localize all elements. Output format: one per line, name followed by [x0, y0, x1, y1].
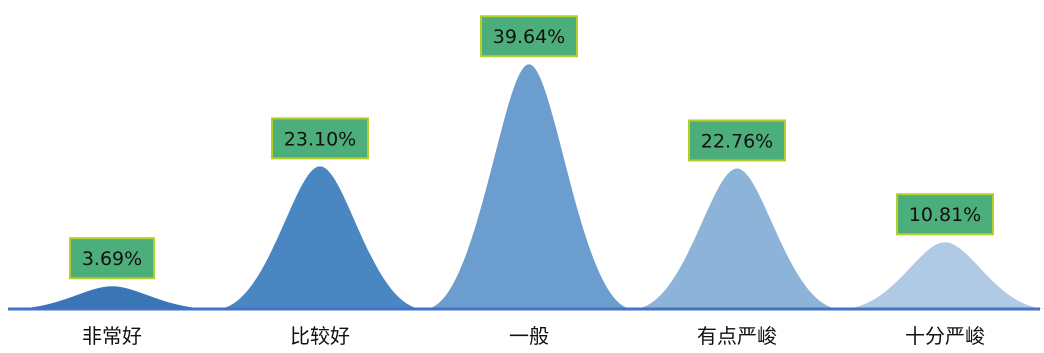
data-label-text: 10.81%: [909, 204, 981, 226]
data-label-5: 10.81%: [896, 193, 994, 236]
data-label-text: 22.76%: [701, 130, 773, 152]
data-labels-layer: 3.69% 23.10% 39.64% 22.76% 10.81%: [69, 15, 994, 280]
data-label-box: [480, 15, 578, 58]
category-label-1: 非常好: [82, 324, 142, 348]
data-label-2: 23.10%: [271, 117, 369, 160]
category-labels-layer: 非常好 比较好 一般 有点严峻 十分严峻: [82, 324, 985, 348]
data-label-4: 22.76%: [688, 119, 786, 162]
peaks-layer: [8, 64, 1044, 310]
data-label-box: [688, 119, 786, 162]
category-label-3: 一般: [509, 324, 549, 348]
data-label-box: [271, 117, 369, 160]
data-label-box: [69, 237, 155, 280]
category-label-5: 十分严峻: [905, 324, 985, 348]
category-label-4: 有点严峻: [697, 324, 777, 348]
peak-4: [633, 168, 841, 309]
data-label-text: 3.69%: [82, 248, 142, 270]
data-label-box: [896, 193, 994, 236]
category-label-2: 比较好: [290, 324, 350, 348]
data-label-1: 3.69%: [69, 237, 155, 280]
peak-1: [8, 286, 216, 309]
peak-3: [425, 64, 633, 310]
peak-2: [216, 166, 424, 309]
data-label-text: 23.10%: [284, 128, 356, 150]
data-label-text: 39.64%: [493, 26, 565, 48]
peak-5: [841, 242, 1044, 309]
data-label-3: 39.64%: [480, 15, 578, 58]
